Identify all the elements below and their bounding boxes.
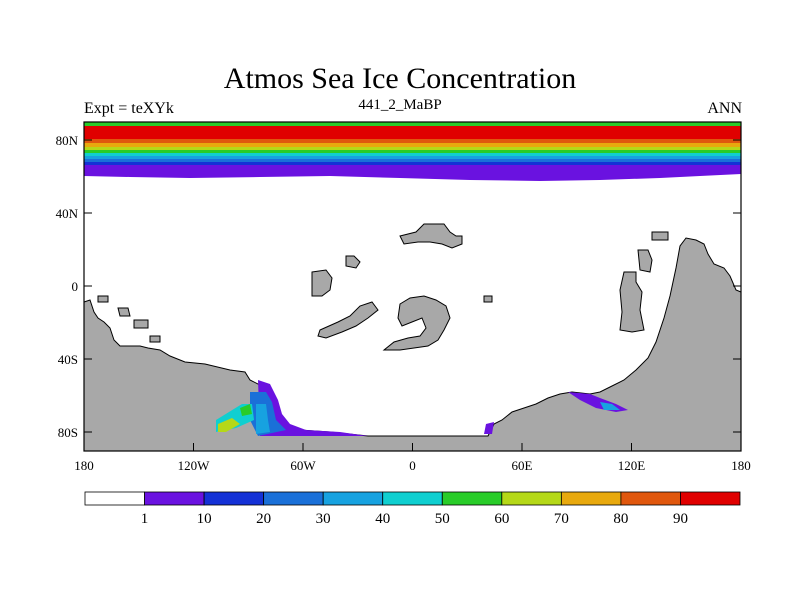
colorbar-swatch: [501, 491, 562, 506]
islet-west-d: [149, 335, 161, 343]
y-axis: [84, 139, 741, 433]
colorbar-swatch: [620, 491, 681, 506]
island-east-large: [619, 271, 645, 333]
sea-ice-peninsula-b: [218, 418, 240, 432]
island-east-small: [637, 249, 653, 273]
islet-northeast: [651, 231, 669, 241]
colorbar-label: 40: [375, 511, 390, 527]
ice-band-70: [84, 143, 741, 148]
islet-west-b: [117, 307, 131, 317]
colorbar-label: 10: [197, 511, 212, 527]
x-tick-label: 60E: [512, 458, 533, 473]
colorbar-swatch: [382, 491, 443, 506]
x-tick-label: 0: [409, 458, 416, 473]
ice-band-pole: [84, 122, 741, 127]
colorbar-label: 50: [435, 511, 450, 527]
x-tick-label: 120E: [618, 458, 646, 473]
ice-band-60: [84, 147, 741, 151]
ice-band-50: [84, 150, 741, 154]
island-west-central: [311, 269, 333, 297]
colorbar-swatch: [322, 491, 384, 506]
time-label: 441_2_MaBP: [358, 97, 442, 113]
season-label: ANN: [707, 100, 742, 117]
island-arc: [317, 301, 379, 339]
colorbar-swatch: [680, 491, 741, 506]
colorbar-label: 60: [494, 511, 509, 527]
island-north-central: [399, 223, 463, 249]
colorbar-swatch: [560, 491, 622, 506]
y-tick-label: 40S: [58, 352, 78, 367]
y-tick-label: 40N: [56, 206, 79, 221]
sea-ice-peninsula-c: [240, 404, 252, 416]
islet-east: [483, 295, 493, 303]
colorbar-swatch: [263, 491, 324, 506]
y-tick-label: 80S: [58, 425, 78, 440]
colorbar-swatch: [203, 491, 265, 506]
x-tick-label: 120W: [178, 458, 211, 473]
islet-west-a: [97, 295, 109, 303]
island-small-a: [345, 255, 361, 269]
colorbar-label: 90: [673, 511, 688, 527]
colorbar-label: 70: [554, 511, 569, 527]
ice-band-10: [84, 162, 741, 166]
ice-band-90: [84, 126, 741, 140]
ice-band-20: [84, 159, 741, 163]
y-tick-label: 80N: [56, 133, 79, 148]
colorbar-swatch: [144, 491, 205, 506]
colorbar-label: 1: [141, 511, 149, 527]
x-tick-label: 60W: [290, 458, 316, 473]
sea-ice-east-inner: [600, 402, 620, 410]
ice-band-40: [84, 153, 741, 157]
island-hook: [382, 295, 451, 351]
experiment-label: Expt = teXYk: [84, 100, 174, 117]
x-tick-label: 180: [74, 458, 94, 473]
colorbar-label: 80: [613, 511, 628, 527]
chart-title: Atmos Sea Ice Concentration: [223, 62, 577, 95]
x-tick-label: 180: [731, 458, 751, 473]
arctic-sea-ice: [84, 122, 741, 181]
sea-ice-west-outer: [258, 380, 368, 436]
ice-band-1: [84, 165, 741, 181]
colorbar: 1 10 20 30 40 50 60 70 80 90: [84, 491, 741, 527]
map-plot-area: [83, 121, 742, 452]
colorbar-label: 20: [256, 511, 271, 527]
colorbar-swatch: [441, 491, 503, 506]
colorbar-label: 30: [316, 511, 331, 527]
ice-band-80: [84, 139, 741, 144]
ice-band-30: [84, 156, 741, 160]
x-axis: [83, 443, 742, 451]
y-tick-label: 0: [72, 279, 79, 294]
colorbar-swatch: [84, 491, 145, 506]
southern-sea-ice: [216, 380, 628, 436]
sea-ice-east-small: [484, 422, 494, 434]
sea-ice-west-inner: [256, 404, 270, 434]
islet-west-c: [133, 319, 149, 329]
